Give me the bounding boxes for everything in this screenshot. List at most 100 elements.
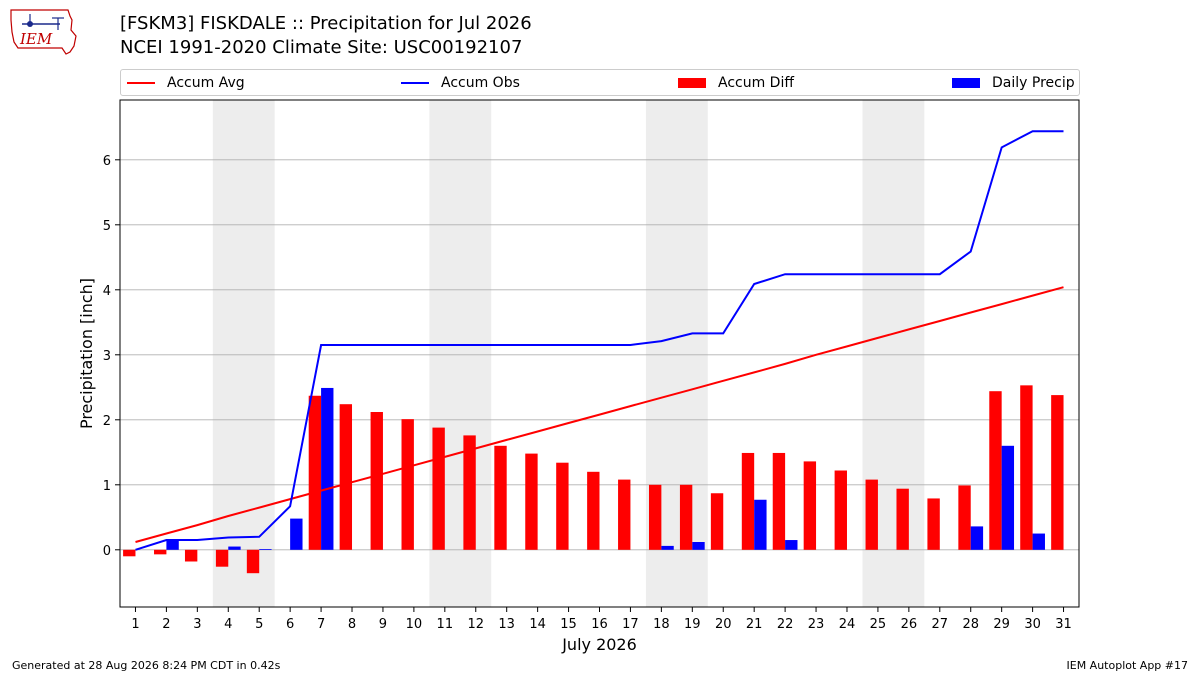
accum-diff-bar: [246, 549, 260, 574]
x-tick-label: 8: [348, 617, 356, 632]
accum-diff-bar: [463, 435, 476, 550]
accum-diff-bar: [1051, 395, 1064, 550]
y-tick-label: 1: [103, 479, 111, 494]
legend-swatch-accum-avg: [127, 81, 155, 84]
x-tick-label: 23: [808, 617, 825, 632]
x-tick-label: 18: [653, 617, 670, 632]
x-tick-label: 27: [932, 617, 949, 632]
accum-diff-bar: [741, 452, 755, 550]
legend-accum-avg: Accum Avg: [127, 70, 245, 95]
x-tick-label: 17: [622, 617, 639, 632]
accum-diff-bar: [370, 412, 383, 550]
y-tick-label: 2: [103, 414, 111, 429]
y-tick-label: 4: [103, 284, 111, 299]
x-tick-label: 19: [684, 617, 701, 632]
legend-swatch-accum-diff: [678, 77, 706, 88]
logo-text: IEM: [19, 30, 53, 48]
daily-precip-bar: [259, 549, 272, 550]
y-tick-label: 5: [103, 219, 111, 234]
legend-swatch-daily-precip: [952, 77, 980, 88]
accum-diff-bar: [556, 462, 569, 550]
accum-diff-bar: [958, 485, 971, 550]
x-tick-label: 7: [317, 617, 325, 632]
x-tick-label: 22: [777, 617, 794, 632]
legend-accum-diff: Accum Diff: [678, 70, 794, 95]
y-axis-label: Precipitation [inch]: [77, 278, 96, 429]
legend-daily-precip: Daily Precip: [952, 70, 1075, 95]
daily-precip-bar: [321, 387, 334, 550]
legend-label-daily-precip: Daily Precip: [992, 74, 1075, 91]
x-tick-label: 6: [286, 617, 294, 632]
x-tick-label: 2: [162, 617, 170, 632]
x-tick-label: 16: [591, 617, 608, 632]
accum-avg-line: [135, 286, 1064, 543]
x-tick-label: 14: [529, 617, 546, 632]
daily-precip-bar: [785, 540, 798, 550]
bars: [123, 385, 1064, 574]
accum-diff-bar: [834, 470, 847, 550]
x-tick-label: 15: [560, 617, 577, 632]
app-label: IEM Autoplot App #17: [1066, 659, 1189, 672]
y-tick-label: 6: [103, 154, 111, 169]
x-tick-label: 12: [467, 617, 484, 632]
x-tick-label: 26: [901, 617, 918, 632]
accum-diff-bar: [184, 549, 198, 562]
x-tick-label: 30: [1024, 617, 1041, 632]
legend-label-accum-obs: Accum Obs: [441, 74, 520, 91]
accum-diff-bar: [432, 427, 445, 550]
accum-diff-bar: [803, 461, 817, 550]
x-tick-label: 29: [993, 617, 1010, 632]
accum-diff-bar: [401, 419, 414, 550]
legend-label-accum-diff: Accum Diff: [718, 74, 795, 91]
legend-accum-obs: Accum Obs: [401, 70, 520, 95]
x-tick-label: 4: [224, 617, 232, 632]
daily-precip-bar: [970, 526, 984, 550]
daily-precip-bar: [661, 545, 674, 550]
daily-precip-bar: [1032, 533, 1045, 550]
x-tick-label: 10: [406, 617, 423, 632]
accum-diff-bar: [772, 452, 786, 550]
daily-precip-bar: [1001, 445, 1015, 550]
x-tick-label: 13: [498, 617, 515, 632]
daily-precip-bar: [290, 518, 303, 550]
accum-diff-bar: [525, 453, 538, 550]
accum-diff-bar: [215, 549, 229, 567]
accum-diff-bar: [1020, 385, 1033, 550]
generated-timestamp: Generated at 28 Aug 2026 8:24 PM CDT in …: [12, 659, 281, 672]
legend-swatch-accum-obs: [401, 81, 429, 84]
x-tick-label: 24: [839, 617, 856, 632]
accum-diff-bar: [154, 549, 167, 555]
chart-legend: Accum Avg Accum Obs Accum Diff Daily Pre…: [120, 69, 1080, 96]
y-tick-label: 0: [103, 544, 111, 559]
x-tick-label: 20: [715, 617, 732, 632]
x-tick-label: 5: [255, 617, 263, 632]
daily-precip-bar: [692, 542, 705, 550]
accum-diff-bar: [494, 445, 507, 550]
accum-obs-line: [135, 130, 1064, 551]
legend-label-accum-avg: Accum Avg: [167, 74, 245, 91]
accum-diff-bar: [989, 391, 1002, 550]
accum-diff-bar: [927, 498, 940, 550]
accum-diff-bar: [648, 484, 662, 550]
chart-title: [FSKM3] FISKDALE :: Precipitation for Ju…: [120, 13, 532, 34]
x-tick-label: 1: [131, 617, 139, 632]
accum-diff-bar: [339, 404, 353, 550]
x-tick-label: 21: [746, 617, 763, 632]
accum-diff-bar: [587, 471, 600, 550]
daily-precip-bar: [754, 499, 767, 550]
accum-diff-bar: [896, 488, 909, 550]
iem-logo: IEM: [10, 9, 77, 55]
x-tick-label: 25: [870, 617, 887, 632]
x-axis-label: July 2026: [561, 635, 637, 654]
x-tick-label: 3: [193, 617, 201, 632]
accum-diff-bar: [679, 484, 693, 550]
accum-diff-bar: [308, 395, 322, 550]
x-tick-label: 11: [437, 617, 454, 632]
accum-diff-bar: [618, 479, 631, 550]
x-tick-label: 9: [379, 617, 387, 632]
plot-background: [212, 100, 925, 607]
y-tick-label: 3: [103, 349, 111, 364]
accum-diff-bar: [123, 549, 136, 557]
